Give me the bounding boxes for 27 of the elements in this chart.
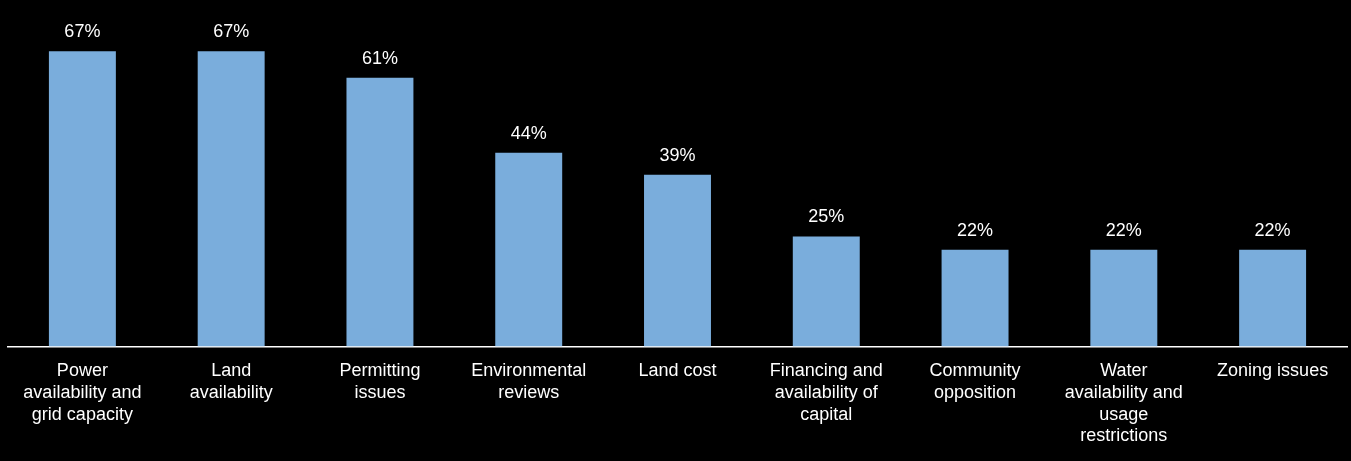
x-tick-label: Power availability and grid capacity xyxy=(23,360,142,424)
data-label: 22% xyxy=(957,219,994,240)
x-tick-label: Financing and availability of capital xyxy=(769,360,883,424)
bar xyxy=(48,51,116,347)
x-tick-label: Zoning issues xyxy=(1217,360,1329,381)
bar xyxy=(1239,249,1307,347)
x-tick-label: Permitting issues xyxy=(339,360,421,402)
bar xyxy=(495,152,563,347)
data-label: 22% xyxy=(1254,219,1291,240)
x-tick-label: Land availability xyxy=(189,360,273,402)
bar xyxy=(197,51,265,347)
bar xyxy=(1090,249,1158,347)
x-tick-label: Water availability and usage restrictions xyxy=(1064,360,1183,446)
data-label: 67% xyxy=(64,21,101,42)
data-label: 44% xyxy=(510,122,547,143)
data-label: 25% xyxy=(808,206,845,227)
data-label: 67% xyxy=(213,21,250,42)
x-tick-label: Environmental reviews xyxy=(471,360,587,402)
bar xyxy=(792,236,860,347)
bar xyxy=(346,77,414,347)
x-tick-label: Community opposition xyxy=(929,360,1021,402)
bar xyxy=(644,174,711,347)
x-tick-label: Land cost xyxy=(638,360,717,381)
bar xyxy=(941,249,1009,347)
data-label: 39% xyxy=(659,144,696,165)
data-label: 22% xyxy=(1105,219,1142,240)
data-label: 61% xyxy=(361,47,398,68)
